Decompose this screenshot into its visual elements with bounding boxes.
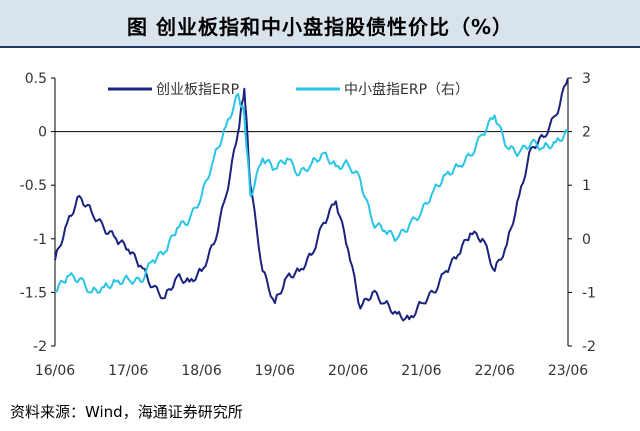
- x-tick-label: 22/06: [475, 363, 515, 379]
- series-line-2: [54, 93, 569, 294]
- right-tick-label: -1: [582, 285, 596, 301]
- right-tick-label: -2: [582, 339, 596, 355]
- right-tick-label: 0: [582, 232, 591, 248]
- left-tick-label: -1.5: [20, 285, 47, 301]
- source-note: 资料来源：Wind，海通证券研究所: [10, 403, 243, 421]
- left-tick-label: 0: [38, 125, 47, 141]
- left-tick-label: -0.5: [20, 178, 47, 194]
- right-tick-label: 1: [582, 178, 591, 194]
- chart: 0.5 0 -0.5 -1 -1.5 -2 3 2 1 0 -1 -2 16/06 17/06 18/06 1…: [20, 71, 596, 379]
- chart-title: 图 创业板指和中小盘指股债性价比（%）: [126, 15, 513, 39]
- x-tick-label: 19/06: [255, 363, 295, 379]
- legend-label-2: 中小盘指ERP（右）: [344, 81, 469, 98]
- x-tick-label: 16/06: [35, 363, 75, 379]
- x-tick-label: 18/06: [181, 363, 221, 379]
- x-tick-label: 20/06: [328, 363, 368, 379]
- left-tick-label: 0.5: [25, 71, 47, 87]
- legend-label-1: 创业板指ERP: [156, 82, 239, 98]
- right-tick-label: 3: [582, 71, 591, 87]
- x-tick-label: 17/06: [108, 363, 148, 379]
- right-tick-label: 2: [582, 125, 591, 141]
- x-tick-label: 23/06: [548, 363, 588, 379]
- x-tick-label: 21/06: [401, 363, 441, 379]
- series-line-1: [54, 77, 569, 322]
- left-tick-label: -2: [33, 339, 47, 355]
- title-bar: 图 创业板指和中小盘指股债性价比（%）: [0, 0, 640, 48]
- left-tick-label: -1: [33, 232, 47, 248]
